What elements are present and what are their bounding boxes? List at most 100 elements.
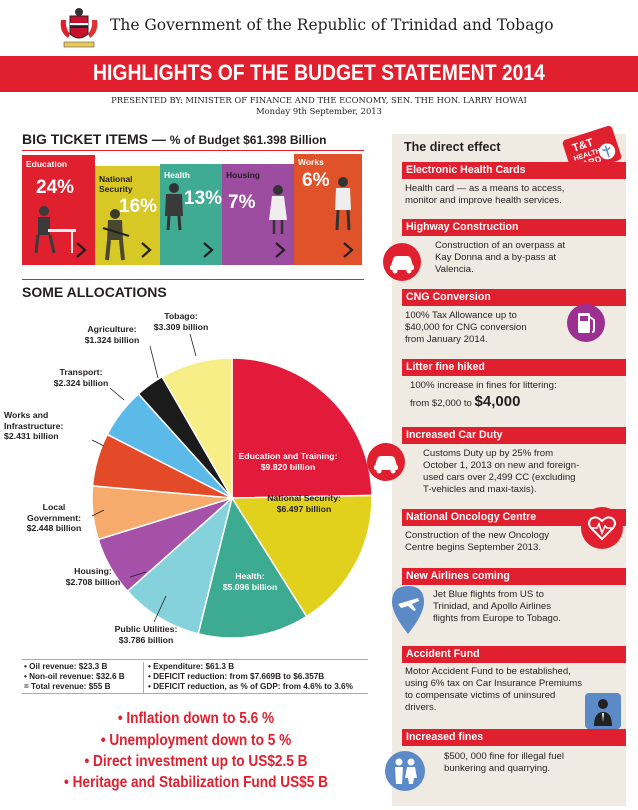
section-body-increased-fines: $500, 000 fine for illegal fuel bunkerin… <box>444 751 564 775</box>
leader-line-5 <box>129 571 147 578</box>
slice-value: $2.708 billion <box>65 576 121 587</box>
pie-label-public-utilities: Public Utilities: $3.786 billion <box>108 624 184 645</box>
allocations-pie-chart <box>91 333 373 639</box>
slice-name: Education and Training: <box>238 451 338 461</box>
slice-value: $6.497 billion <box>276 503 332 514</box>
body-line: Jet Blue flights from US to <box>433 589 544 600</box>
pie-slice-3 <box>126 495 234 635</box>
pie-label-tobago: Tobago: $3.309 billion <box>146 311 216 332</box>
tile-percent: 13% <box>184 188 222 209</box>
divider <box>143 662 144 693</box>
big-ticket-title: BIG TICKET ITEMS — % of Budget $61.398 B… <box>22 131 326 147</box>
body-line: 100% Tax Allowance up to <box>405 310 517 321</box>
body-line: Motor Accident Fund to be established, <box>405 666 571 677</box>
body-line: Construction of the new Oncology <box>405 530 549 541</box>
body-line: from $2,000 to <box>410 398 472 409</box>
slice-name: National Security: <box>267 493 341 503</box>
slice-name: Health: <box>235 571 265 581</box>
slice-value: $2.448 billion <box>26 523 82 533</box>
body-line: monitor and improve health services. <box>405 195 562 206</box>
slice-name: Tobago: <box>164 311 198 321</box>
heart-monitor-icon <box>581 507 623 549</box>
tile-label: National Security <box>99 174 133 194</box>
pie-label-education: Education and Training: $9.820 billion <box>228 451 348 472</box>
body-line: bunkering and quarrying. <box>444 763 551 774</box>
tile-label: Housing <box>226 170 260 180</box>
body-line: $500, 000 fine for illegal fuel <box>444 751 565 762</box>
pie-label-transport: Transport: $2.324 billion <box>44 367 118 388</box>
header: The Government of the Republic of Trinid… <box>0 0 638 56</box>
pie-slice-1 <box>230 494 373 618</box>
leader-line-4 <box>91 509 105 517</box>
stat-deficit-reduction: • DEFICIT reduction: from $7.669B to $6.… <box>148 672 325 681</box>
slice-value: $9.820 billion <box>260 461 316 472</box>
slice-name: Housing: <box>74 566 112 576</box>
body-line: Customs Duty up by 25% from <box>423 448 554 459</box>
leader-line-2 <box>109 387 125 401</box>
stat-expenditure: • Expenditure: $61.3 B <box>148 662 235 671</box>
section-body-cng: 100% Tax Allowance up to $40,000 for CNG… <box>405 310 527 346</box>
chevron-right-icon <box>141 242 152 258</box>
tile-label: Education <box>26 159 68 169</box>
divider <box>22 150 364 151</box>
car-icon <box>367 443 405 481</box>
chevron-right-icon <box>275 242 286 258</box>
leader-line-6 <box>153 595 167 623</box>
leader-line-0 <box>189 333 197 357</box>
body-line: 100% increase in fines for littering: <box>410 380 557 391</box>
big-ticket-heading: BIG TICKET ITEMS — <box>22 131 166 147</box>
banner-title: HIGHLIGHTS OF THE BUDGET STATEMENT 2014 <box>93 60 545 85</box>
bullet-direct-investment: • Direct investment up to US$2.5 B <box>84 753 308 770</box>
tile-label: Health <box>164 170 190 180</box>
stat-deficit-gdp: • DEFICIT reduction, as % of GDP: from 4… <box>148 682 353 691</box>
direct-effect-title: The direct effect <box>404 140 501 154</box>
fuel-pump-icon <box>567 304 605 342</box>
slice-value: $1.324 billion <box>84 334 140 345</box>
doctor-figure-icon <box>165 183 183 231</box>
woman-figure-icon <box>269 185 287 234</box>
people-icon <box>385 751 425 791</box>
body-line: Valencia. <box>435 264 474 275</box>
insurance-person-icon <box>585 693 621 729</box>
slice-name: Public Utilities: <box>114 624 178 634</box>
stat-total-revenue: = Total revenue: $55 B <box>24 682 111 691</box>
divider <box>22 279 364 280</box>
section-body-highway: Construction of an overpass at Kay Donna… <box>435 240 565 276</box>
leader-line-1 <box>149 345 159 379</box>
section-body-car-duty: Customs Duty up by 25% from October 1, 2… <box>423 448 579 496</box>
tile-works: Works 6% <box>294 154 362 265</box>
title-banner: HIGHLIGHTS OF THE BUDGET STATEMENT 2014 <box>0 56 638 92</box>
bullet-unemployment: • Unemployment down to 5 % <box>100 732 292 749</box>
slice-value: $2.324 billion <box>53 377 109 388</box>
pie-label-local-government: Local Government: $2.448 billion <box>18 502 90 534</box>
section-head-car-duty: Increased Car Duty <box>402 427 626 444</box>
tile-education: Education 24% <box>22 155 95 265</box>
slice-name: Transport: <box>59 367 103 377</box>
tile-percent: 24% <box>36 177 75 198</box>
tile-percent: 16% <box>119 196 158 217</box>
chevron-right-icon <box>203 242 214 258</box>
pie-label-national-security: National Security: $6.497 billion <box>256 493 352 514</box>
stat-oil-revenue: • Oil revenue: $23.3 B <box>24 662 108 671</box>
big-ticket-subtitle: % of Budget $61.398 Billion <box>169 133 327 147</box>
presented-by: PRESENTED BY: MINISTER OF FINANCE AND TH… <box>111 95 527 105</box>
body-line: flights from Europe to Tobago. <box>433 613 561 624</box>
coat-of-arms-icon <box>60 8 98 48</box>
engineer-figure-icon <box>335 177 351 231</box>
slice-name: Agriculture: <box>87 324 137 334</box>
chevron-right-icon <box>343 242 354 258</box>
section-body-accident-fund: Motor Accident Fund to be established, u… <box>405 666 582 714</box>
bullet-inflation: • Inflation down to 5.6 % <box>117 710 275 727</box>
tile-percent: 6% <box>302 170 330 191</box>
body-line: Centre begins September 2013. <box>405 542 541 553</box>
section-head-airlines: New Airlines coming <box>402 568 626 585</box>
chevron-right-icon <box>76 242 87 258</box>
section-head-health-cards: Electronic Health Cards <box>402 162 626 179</box>
slice-name: Works and Infrastructure: <box>4 410 64 431</box>
body-line: Kay Donna and a by-pass at <box>435 252 557 263</box>
leader-line-3 <box>91 439 105 447</box>
bullet-heritage-fund: • Heritage and Stabilization Fund US$5 B <box>64 774 328 791</box>
pie-slice-9 <box>161 357 233 501</box>
student-figure-icon <box>34 206 76 254</box>
soldier-figure-icon <box>102 209 130 261</box>
